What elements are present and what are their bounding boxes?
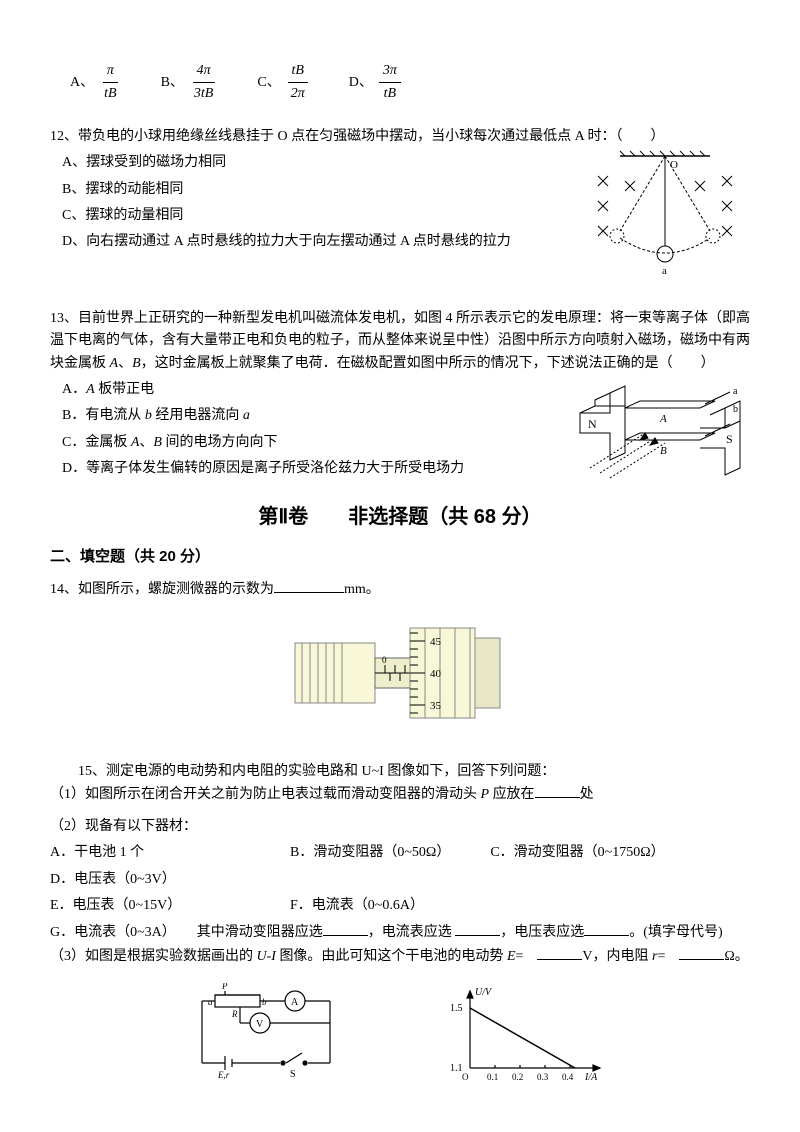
q13-opt-b: B．有电流从 b 经用电器流向 a (62, 405, 542, 427)
blank-input[interactable] (274, 579, 344, 593)
blank-input[interactable] (323, 922, 368, 936)
blank-input[interactable] (679, 946, 724, 960)
svg-text:A: A (291, 997, 299, 1008)
svg-text:O: O (462, 1072, 469, 1082)
opt-label: D、 (349, 72, 373, 94)
fill-blank-title: 二、填空题（共 20 分） (50, 545, 750, 569)
circuit-diagram: P a R b A V E,r S (190, 983, 360, 1083)
q15-p1: （1）如图所示在闭合开关之前为防止电表过载而滑动变阻器的滑动头 P 应放在处 (50, 784, 750, 806)
section-2-title: 第Ⅱ卷 非选择题（共 68 分） (50, 501, 750, 533)
q11-opt-d: D、 3π tB (349, 60, 401, 106)
q11-opt-b: B、 4π 3tB (161, 60, 218, 106)
q11-options: A、 π tB B、 4π 3tB C、 tB 2π D、 3π tB (50, 60, 750, 106)
blank-input[interactable] (535, 784, 580, 798)
svg-text:A: A (659, 413, 667, 425)
question-14: 14、如图所示，螺旋测微器的示数为mm。 (50, 579, 750, 601)
question-12: 12、带负电的小球用绝缘丝线悬挂于 O 点在匀强磁场中摆动，当小球每次通过最低点… (50, 126, 750, 296)
pendulum-diagram: O a (590, 146, 740, 276)
blank-input[interactable] (455, 922, 500, 936)
item-g: G．电流表（0~3A） 其中滑动变阻器应选，电流表应选 ，电压表应选。(填字母代… (50, 922, 750, 944)
q15-p2: （2）现备有以下器材： (50, 816, 750, 838)
svg-text:a: a (733, 386, 738, 397)
q15-figures: P a R b A V E,r S U/V I/A 1.5 (50, 983, 750, 1083)
svg-text:V: V (256, 1019, 264, 1030)
q15-item-list: A．干电池 1 个 B．滑动变阻器（0~50Ω） C．滑动变阻器（0~1750Ω… (50, 840, 750, 944)
fraction: tB 2π (287, 60, 309, 106)
item-a: A．干电池 1 个 (50, 842, 250, 864)
q13-opt-c: C．金属板 A、B 间的电场方向向下 (62, 432, 542, 454)
svg-text:B: B (660, 445, 667, 457)
blank-input[interactable] (537, 946, 582, 960)
fraction: 4π 3tB (190, 60, 217, 106)
q15-stem: 15、测定电源的电动势和内电阻的实验电路和 U~I 图像如下，回答下列问题： (50, 761, 750, 783)
q15-p3: （3）如图是根据实验数据画出的 U-I 图像。由此可知这个干电池的电动势 E= … (50, 946, 750, 968)
item-b: B．滑动变阻器（0~50Ω） (290, 842, 450, 864)
svg-text:E,r: E,r (217, 1070, 230, 1080)
q13-stem: 13、目前世界上正研究的一种新型发电机叫磁流体发电机，如图 4 所示表示它的发电… (50, 308, 750, 375)
svg-text:0: 0 (382, 655, 387, 665)
svg-text:40: 40 (430, 668, 442, 680)
svg-text:0.1: 0.1 (487, 1072, 498, 1082)
fraction: 3π tB (379, 60, 401, 106)
svg-text:45: 45 (430, 636, 442, 648)
micrometer-figure: 0 45 40 35 (50, 613, 750, 741)
item-e: E．电压表（0~15V） (50, 895, 250, 917)
svg-text:1.5: 1.5 (450, 1003, 463, 1014)
svg-text:a: a (208, 997, 213, 1007)
svg-text:1.1: 1.1 (450, 1063, 463, 1074)
opt-label: B、 (161, 72, 184, 94)
fraction: π tB (100, 60, 120, 106)
svg-text:0.2: 0.2 (512, 1072, 523, 1082)
question-13: 13、目前世界上正研究的一种新型发电机叫磁流体发电机，如图 4 所示表示它的发电… (50, 308, 750, 481)
svg-text:a: a (662, 265, 667, 276)
svg-text:S: S (726, 432, 733, 446)
q13-opt-a: A．A 板带正电 (62, 379, 542, 401)
svg-text:O: O (670, 159, 678, 171)
svg-text:U/V: U/V (475, 987, 493, 998)
svg-text:S: S (290, 1069, 296, 1080)
svg-text:0.4: 0.4 (562, 1072, 574, 1082)
opt-label: C、 (257, 72, 280, 94)
ui-graph: U/V I/A 1.5 1.1 O 0.1 0.2 0.3 0.4 (440, 983, 610, 1083)
blank-input[interactable] (584, 922, 629, 936)
q11-opt-c: C、 tB 2π (257, 60, 308, 106)
svg-text:b: b (733, 404, 738, 415)
q11-opt-a: A、 π tB (70, 60, 121, 106)
item-d: D．电压表（0~3V） (50, 869, 750, 891)
generator-diagram: N S A B a b (570, 378, 750, 488)
svg-text:N: N (588, 417, 597, 431)
svg-text:I/A: I/A (584, 1072, 598, 1083)
svg-text:35: 35 (430, 700, 442, 712)
q13-opt-d: D．等离子体发生偏转的原因是离子所受洛伦兹力大于所受电场力 (62, 458, 542, 480)
svg-text:b: b (262, 997, 267, 1007)
item-c: C．滑动变阻器（0~1750Ω） (490, 842, 664, 864)
question-15: 15、测定电源的电动势和内电阻的实验电路和 U~I 图像如下，回答下列问题： （… (50, 761, 750, 968)
svg-text:R: R (231, 1009, 238, 1019)
item-f: F．电流表（0~0.6A） (290, 895, 424, 917)
svg-text:0.3: 0.3 (537, 1072, 549, 1082)
opt-label: A、 (70, 72, 94, 94)
q12-opt-d: D、向右摆动通过 A 点时悬线的拉力大于向左摆动通过 A 点时悬线的拉力 (62, 231, 522, 253)
svg-text:P: P (221, 983, 228, 991)
